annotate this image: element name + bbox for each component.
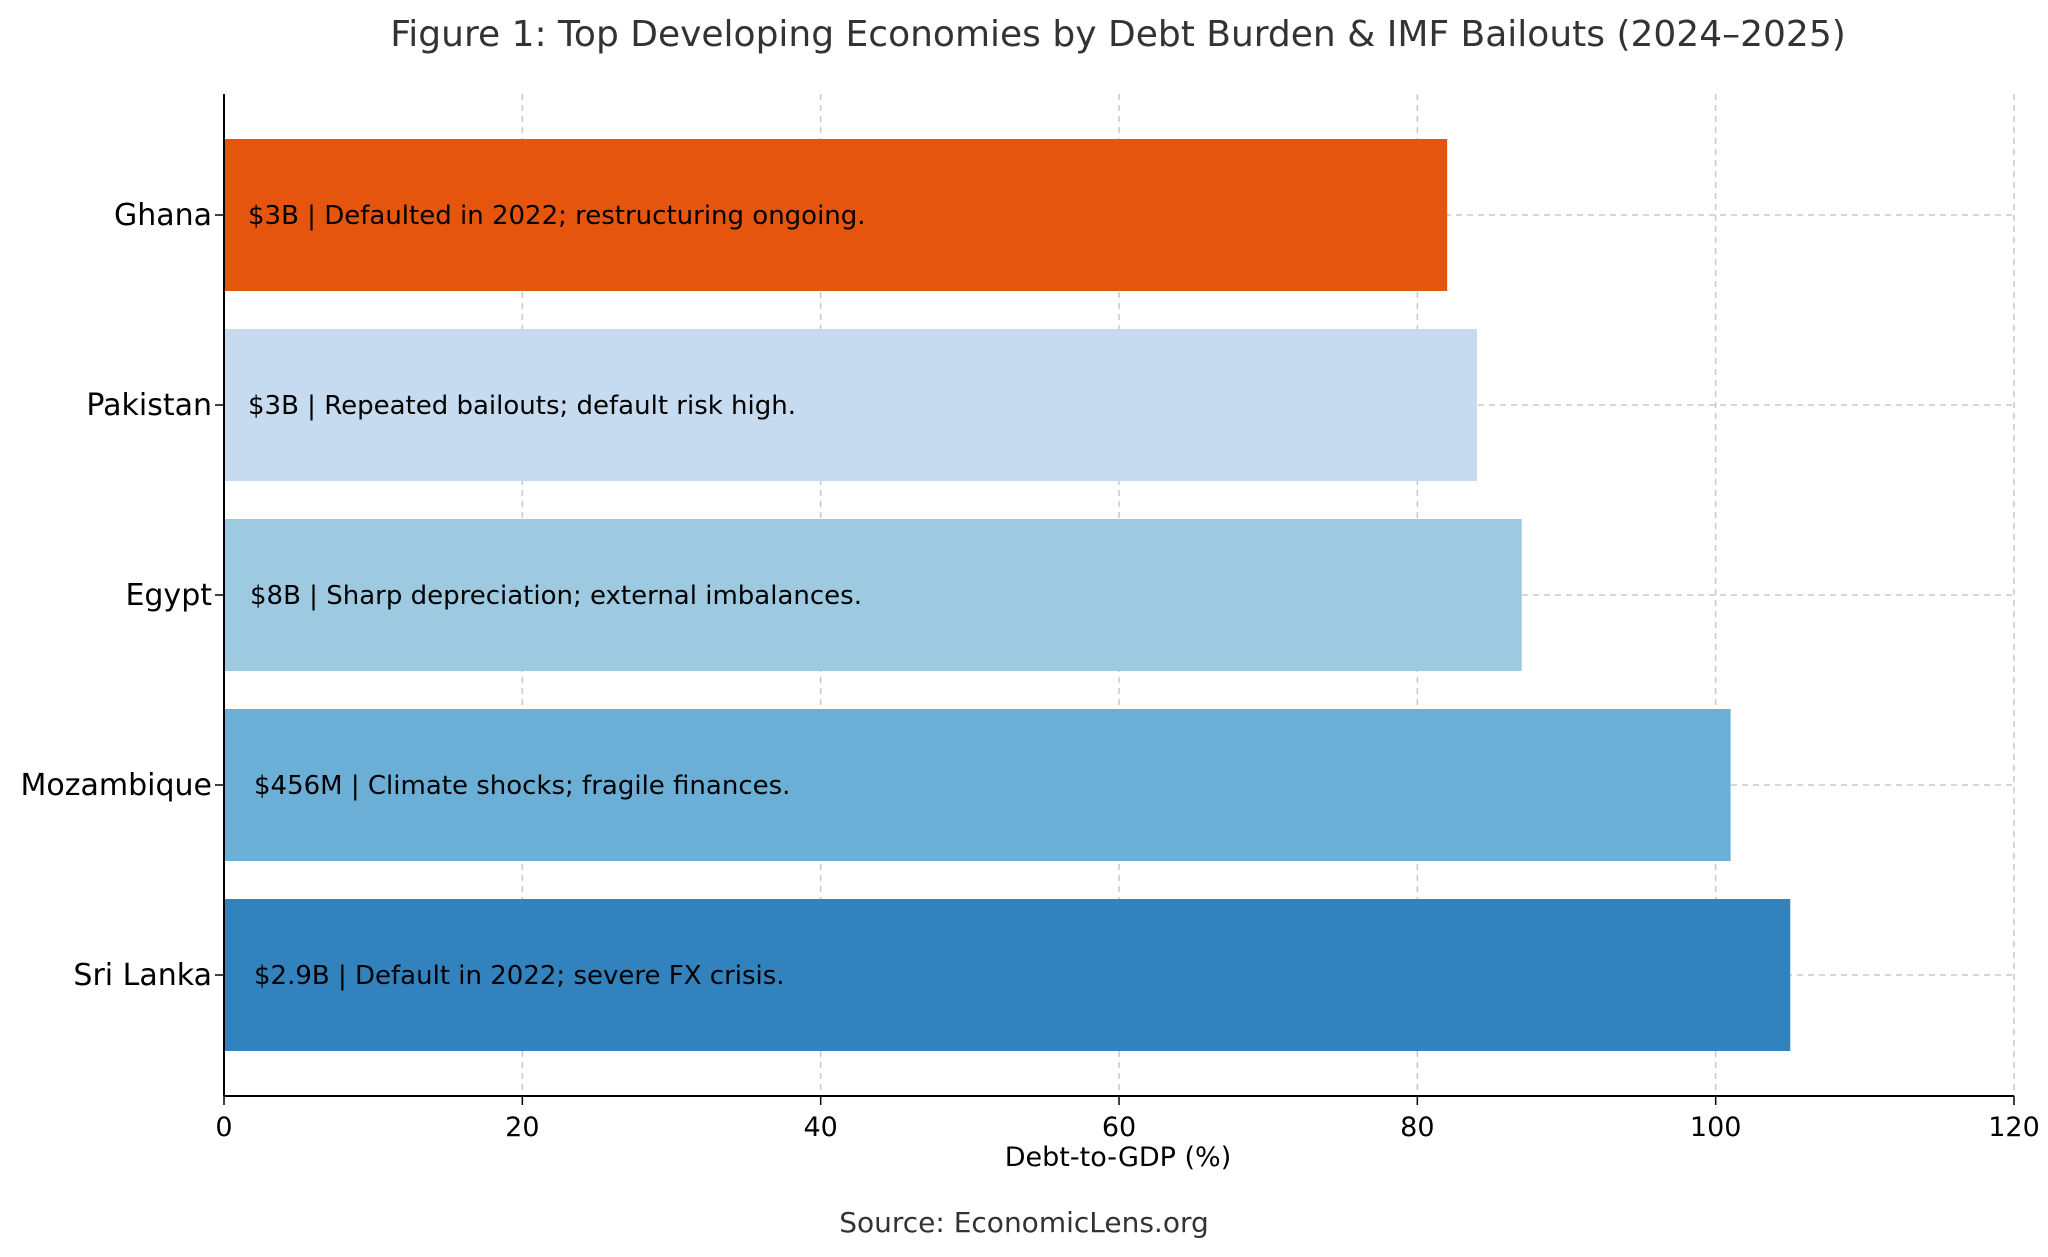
bar-annotations: $3B | Defaulted in 2022; restructuring o… <box>248 201 866 991</box>
x-tick-label: 20 <box>505 1112 539 1143</box>
x-tick-label: 60 <box>1102 1112 1136 1143</box>
bar-pakistan <box>224 329 1477 481</box>
x-ticks: 0 20 40 60 80 100 120 <box>215 1096 2040 1143</box>
bar-ghana <box>224 139 1448 291</box>
bar-annotation: $3B | Repeated bailouts; default risk hi… <box>248 391 796 421</box>
bar-annotation: $8B | Sharp depreciation; external imbal… <box>250 581 862 611</box>
bar-egypt <box>224 519 1522 671</box>
x-tick-label: 80 <box>1400 1112 1434 1143</box>
source-note: Source: EconomicLens.org <box>839 1206 1209 1239</box>
y-category-label: Pakistan <box>86 388 212 423</box>
bars <box>224 139 1791 1051</box>
bar-annotation: $456M | Climate shocks; fragile finances… <box>254 771 790 801</box>
chart-title: Figure 1: Top Developing Economies by De… <box>390 14 1846 55</box>
y-category-labels: Ghana Pakistan Egypt Mozambique Sri Lanka <box>21 198 224 993</box>
bar-annotation: $3B | Defaulted in 2022; restructuring o… <box>248 201 866 231</box>
bar-mozambique <box>224 709 1731 861</box>
y-category-label: Mozambique <box>21 768 212 803</box>
bar-sri-lanka <box>224 899 1791 1051</box>
y-category-label: Egypt <box>125 578 212 613</box>
x-tick-label: 0 <box>215 1112 232 1143</box>
x-axis-label: Debt-to-GDP (%) <box>1005 1142 1232 1173</box>
y-category-label: Ghana <box>114 198 212 233</box>
bar-annotation: $2.9B | Default in 2022; severe FX crisi… <box>254 961 785 991</box>
y-category-label: Sri Lanka <box>73 958 212 993</box>
x-tick-label: 120 <box>1988 1112 2040 1143</box>
x-tick-label: 40 <box>803 1112 837 1143</box>
x-tick-label: 100 <box>1690 1112 1742 1143</box>
